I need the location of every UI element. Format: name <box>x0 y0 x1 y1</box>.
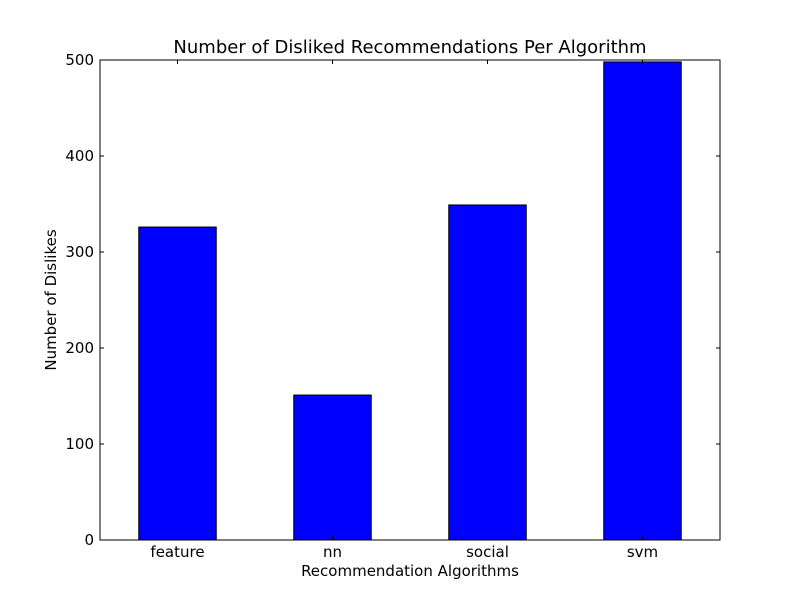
x-tick-label-svm: svm <box>627 543 658 561</box>
bar-svm <box>603 61 682 541</box>
bar-feature <box>138 226 217 541</box>
bar-social <box>448 204 527 541</box>
y-tick-label-200: 200 <box>65 339 94 357</box>
y-tick-label-100: 100 <box>65 435 94 453</box>
y-tick-label-400: 400 <box>65 147 94 165</box>
x-tick-label-nn: nn <box>323 543 342 561</box>
x-axis-label: Recommendation Algorithms <box>301 562 519 580</box>
bar-nn <box>293 394 372 541</box>
x-tick-label-social: social <box>466 543 509 561</box>
chart-title: Number of Disliked Recommendations Per A… <box>173 37 646 58</box>
plot-frame <box>99 59 721 541</box>
y-axis-label: Number of Dislikes <box>42 229 60 370</box>
y-tick-label-0: 0 <box>84 531 94 549</box>
y-tick-label-500: 500 <box>65 51 94 69</box>
y-tick-label-300: 300 <box>65 243 94 261</box>
x-tick-label-feature: feature <box>150 543 204 561</box>
plot-area: feature nn social svm 0 100 200 300 400 500 <box>65 51 721 561</box>
